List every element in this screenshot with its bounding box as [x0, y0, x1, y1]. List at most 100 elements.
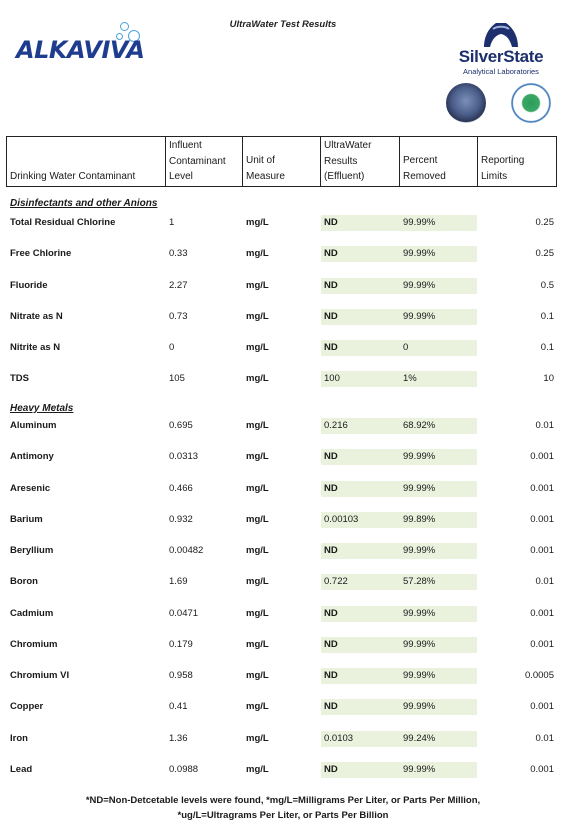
unit-cell: mg/L	[246, 732, 269, 744]
result-highlight	[321, 215, 477, 231]
result-cell: ND	[324, 248, 338, 260]
table-row: Barium 0.932 mg/L 0.00103 99.89% 0.001	[0, 511, 566, 528]
percent-cell: 99.99%	[403, 248, 436, 260]
unit-cell: mg/L	[246, 513, 269, 525]
percent-cell: 99.99%	[403, 217, 436, 228]
contaminant-cell: Nitrate as N	[10, 310, 63, 322]
table-top-border	[6, 136, 557, 137]
footnote-line-2: *ug/L=Ultragrams Per Liter, or Parts Per…	[177, 810, 389, 821]
unit-cell: mg/L	[246, 342, 269, 353]
table-row: Free Chlorine 0.33 mg/L ND 99.99% 0.25	[0, 246, 566, 263]
limit-cell: 0.001	[530, 451, 554, 463]
certification-seal-icon	[446, 83, 486, 123]
influent-cell: 0.958	[169, 670, 193, 681]
limit-cell: 0.01	[535, 420, 555, 431]
unit-cell: mg/L	[246, 451, 269, 463]
header-limits: Reporting Limits	[481, 155, 525, 182]
result-highlight	[321, 449, 477, 466]
contaminant-cell: Barium	[10, 513, 43, 525]
influent-cell: 0.0988	[169, 763, 199, 775]
lab-name: SilverState	[458, 47, 544, 66]
table-row: Nitrate as N 0.73 mg/L ND 99.99% 0.1	[0, 308, 566, 325]
result-highlight	[321, 340, 477, 356]
header-contaminant: Drinking Water Contaminant	[10, 171, 136, 182]
contaminant-cell: Total Residual Chlorine	[10, 217, 116, 228]
percent-cell: 1%	[403, 373, 417, 385]
result-highlight	[321, 277, 477, 294]
result-cell: ND	[324, 279, 338, 291]
unit-cell: mg/L	[246, 373, 269, 385]
influent-cell: 0.179	[169, 638, 193, 650]
result-highlight	[321, 574, 477, 591]
limit-cell: 10	[543, 373, 554, 385]
header-results: UltraWater Results (Effluent)	[324, 140, 372, 182]
logo-text-viva: VIVA	[83, 36, 145, 64]
limit-cell: 0.001	[530, 513, 554, 525]
percent-cell: 99.99%	[403, 701, 436, 713]
table-row: Chromium 0.179 mg/L ND 99.99% 0.001	[0, 636, 566, 653]
contaminant-cell: Nitrite as N	[10, 342, 61, 353]
bubble-icon	[128, 30, 140, 42]
column-divider	[477, 136, 478, 186]
percent-cell: 99.89%	[403, 513, 436, 525]
epa-seal-icon	[511, 83, 551, 123]
result-cell: ND	[324, 638, 338, 650]
table-row: Boron 1.69 mg/L 0.722 57.28% 0.01	[0, 574, 566, 591]
table-row: Cadmium 0.0471 mg/L ND 99.99% 0.001	[0, 605, 566, 622]
influent-cell: 0.41	[169, 701, 188, 713]
result-cell: ND	[324, 670, 338, 681]
silverstate-logo: SilverState Analytical Laboratories	[440, 17, 562, 79]
bubble-icon	[120, 22, 129, 31]
influent-cell: 0.466	[169, 482, 193, 494]
table-row: Copper 0.41 mg/L ND 99.99% 0.001	[0, 699, 566, 716]
limit-cell: 0.25	[535, 248, 555, 260]
result-cell: ND	[324, 451, 338, 463]
result-cell: ND	[324, 607, 338, 619]
limit-cell: 0.5	[540, 279, 554, 291]
contaminant-cell: Cadmium	[10, 607, 54, 619]
contaminant-cell: Chromium VI	[10, 670, 70, 681]
contaminant-cell: TDS	[10, 373, 29, 385]
limit-cell: 0.001	[530, 701, 554, 713]
result-cell: 0.00103	[324, 513, 359, 525]
percent-cell: 99.99%	[403, 451, 436, 463]
percent-cell: 99.99%	[403, 638, 436, 650]
result-cell: ND	[324, 482, 338, 494]
influent-cell: 0.932	[169, 513, 193, 525]
result-cell: ND	[324, 217, 338, 228]
result-highlight	[321, 605, 477, 622]
lab-subtitle: Analytical Laboratories	[463, 67, 539, 76]
limit-cell: 0.1	[540, 310, 554, 322]
header-unit: Unit of Measure	[246, 155, 285, 182]
limit-cell: 0.25	[535, 217, 555, 228]
result-highlight	[321, 668, 477, 684]
result-highlight	[321, 636, 477, 653]
unit-cell: mg/L	[246, 670, 269, 681]
column-divider	[320, 136, 321, 186]
contaminant-cell: Copper	[10, 701, 44, 713]
table-row: Beryllium 0.00482 mg/L ND 99.99% 0.001	[0, 543, 566, 559]
result-cell: ND	[324, 342, 338, 353]
result-cell: 0.0103	[324, 732, 354, 744]
table-row: TDS 105 mg/L 100 1% 10	[0, 371, 566, 388]
percent-cell: 68.92%	[403, 420, 436, 431]
table-row: Aluminum 0.695 mg/L 0.216 68.92% 0.01	[0, 418, 566, 434]
percent-cell: 99.99%	[403, 482, 436, 494]
result-highlight	[321, 308, 477, 325]
result-highlight	[321, 730, 477, 747]
influent-cell: 0.0313	[169, 451, 199, 463]
header-influent: Influent Contaminant Level	[169, 140, 226, 182]
alkaviva-logo: ALKAVIVA	[16, 22, 166, 70]
limit-cell: 0.0005	[524, 670, 554, 681]
header-percent: Percent Removed	[403, 155, 446, 182]
limit-cell: 0.001	[530, 545, 554, 556]
percent-cell: 57.28%	[403, 576, 436, 588]
column-divider	[6, 136, 7, 186]
lab-flask-icon	[484, 23, 518, 47]
limit-cell: 0.001	[530, 638, 554, 650]
percent-cell: 99.99%	[403, 670, 436, 681]
column-divider	[399, 136, 400, 186]
bubble-icon	[116, 33, 123, 40]
table-row: Nitrite as N 0 mg/L ND 0 0.1	[0, 340, 566, 356]
influent-cell: 0.73	[169, 310, 188, 322]
